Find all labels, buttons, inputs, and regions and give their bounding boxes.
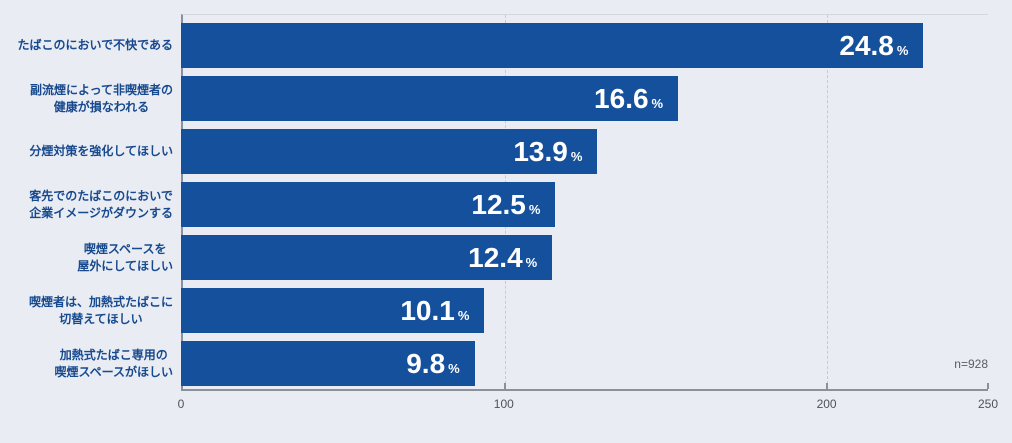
category-label-line: 分煙対策を強化してほしい bbox=[29, 144, 173, 159]
value-number: 10.1 bbox=[400, 294, 455, 326]
bar-7: 9.8% bbox=[181, 341, 475, 386]
value-number: 13.9 bbox=[513, 135, 568, 167]
category-label: 喫煙スペースを 屋外にしてほしい bbox=[8, 235, 173, 280]
bar-6: 10.1% bbox=[181, 288, 485, 333]
bar-track: 12.4% bbox=[181, 235, 988, 280]
bar-row: 喫煙者は、加熱式たばこに 切替えてほしい 10.1% bbox=[8, 288, 988, 333]
x-tick-mark-250 bbox=[987, 383, 989, 389]
x-tick-label-200: 200 bbox=[816, 397, 837, 411]
percent-sign: % bbox=[525, 254, 538, 270]
x-tick-label-250: 250 bbox=[977, 397, 999, 411]
value-number: 12.4 bbox=[468, 241, 523, 273]
value-label: 16.6% bbox=[594, 83, 663, 115]
percent-sign: % bbox=[651, 95, 664, 111]
category-label-line: 喫煙者は、加熱式たばこに bbox=[28, 294, 173, 309]
bar-row: 加熱式たばこ専用の 喫煙スペースがほしい 9.8% bbox=[8, 341, 988, 386]
category-label: たばこのにおいで不快である bbox=[8, 23, 173, 68]
value-label: 12.5% bbox=[471, 189, 540, 221]
percent-sign: % bbox=[528, 201, 541, 217]
bar-2: 16.6% bbox=[181, 76, 679, 121]
bar-1: 24.8% bbox=[181, 23, 924, 68]
value-label: 10.1% bbox=[400, 295, 469, 327]
category-label: 分煙対策を強化してほしい bbox=[8, 129, 173, 174]
bar-track: 16.6% bbox=[181, 76, 988, 121]
x-tick-mark-200 bbox=[826, 383, 828, 389]
x-tick-label-0: 0 bbox=[177, 397, 185, 411]
bar-track: 12.5% bbox=[181, 182, 988, 227]
x-axis: 0 100 200 250 bbox=[177, 397, 998, 413]
value-label: 12.4% bbox=[468, 242, 537, 274]
bar-4: 12.5% bbox=[181, 182, 556, 227]
percent-sign: % bbox=[570, 148, 583, 164]
gridline-200 bbox=[827, 15, 828, 389]
bar-5: 12.4% bbox=[181, 235, 553, 280]
category-label-line: たばこのにおいで不快である bbox=[17, 38, 173, 53]
bar-track: 9.8% bbox=[181, 341, 988, 386]
category-label-line: 喫煙スペースを bbox=[83, 241, 167, 256]
category-label-line: 企業イメージがダウンする bbox=[29, 205, 173, 220]
value-number: 12.5 bbox=[471, 188, 526, 220]
value-number: 24.8 bbox=[839, 29, 894, 61]
bar-3: 13.9% bbox=[181, 129, 598, 174]
sample-size-label: n=928 bbox=[954, 357, 988, 371]
bar-row: たばこのにおいで不快である 24.8% bbox=[8, 23, 988, 68]
bar-row: 副流煙によって非喫煙者の 健康が損なわれる 16.6% bbox=[8, 76, 988, 121]
category-label-line: 喫煙スペースがほしい bbox=[54, 364, 173, 379]
percent-sign: % bbox=[448, 360, 460, 376]
bar-track: 10.1% bbox=[181, 288, 988, 333]
bar-row: 客先でのたばこのにおいで 企業イメージがダウンする 12.5% bbox=[8, 182, 988, 227]
value-number: 16.6 bbox=[594, 82, 649, 114]
percent-sign: % bbox=[896, 42, 909, 58]
category-label: 加熱式たばこ専用の 喫煙スペースがほしい bbox=[8, 341, 173, 386]
category-label-line: 客先でのたばこのにおいで bbox=[29, 188, 173, 203]
category-label-line: 健康が損なわれる bbox=[53, 99, 150, 114]
category-label: 喫煙者は、加熱式たばこに 切替えてほしい bbox=[8, 288, 173, 333]
x-tick-label-100: 100 bbox=[493, 397, 514, 411]
x-tick-mark-100 bbox=[504, 383, 506, 389]
value-label: 13.9% bbox=[513, 136, 582, 168]
bar-row: 喫煙スペースを 屋外にしてほしい 12.4% bbox=[8, 235, 988, 280]
category-label-line: 加熱式たばこ専用の bbox=[59, 347, 168, 362]
value-label: 9.8% bbox=[406, 348, 460, 380]
bar-row: 分煙対策を強化してほしい 13.9% bbox=[8, 129, 988, 174]
bar-track: 13.9% bbox=[181, 129, 988, 174]
percent-sign: % bbox=[457, 307, 470, 323]
value-number: 9.8 bbox=[406, 347, 446, 379]
category-label: 客先でのたばこのにおいで 企業イメージがダウンする bbox=[8, 182, 173, 227]
category-label-line: 屋外にしてほしい bbox=[77, 258, 173, 273]
bar-track: 24.8% bbox=[181, 23, 988, 68]
bar-rows: たばこのにおいで不快である 24.8% 副流煙によって非喫煙者の 健康が損なわれる 16… bbox=[8, 23, 988, 386]
value-label: 24.8% bbox=[839, 30, 908, 62]
category-label-line: 切替えてほしい bbox=[59, 311, 143, 326]
category-label: 副流煙によって非喫煙者の 健康が損なわれる bbox=[8, 76, 173, 121]
category-label-line: 副流煙によって非喫煙者の bbox=[29, 82, 173, 97]
